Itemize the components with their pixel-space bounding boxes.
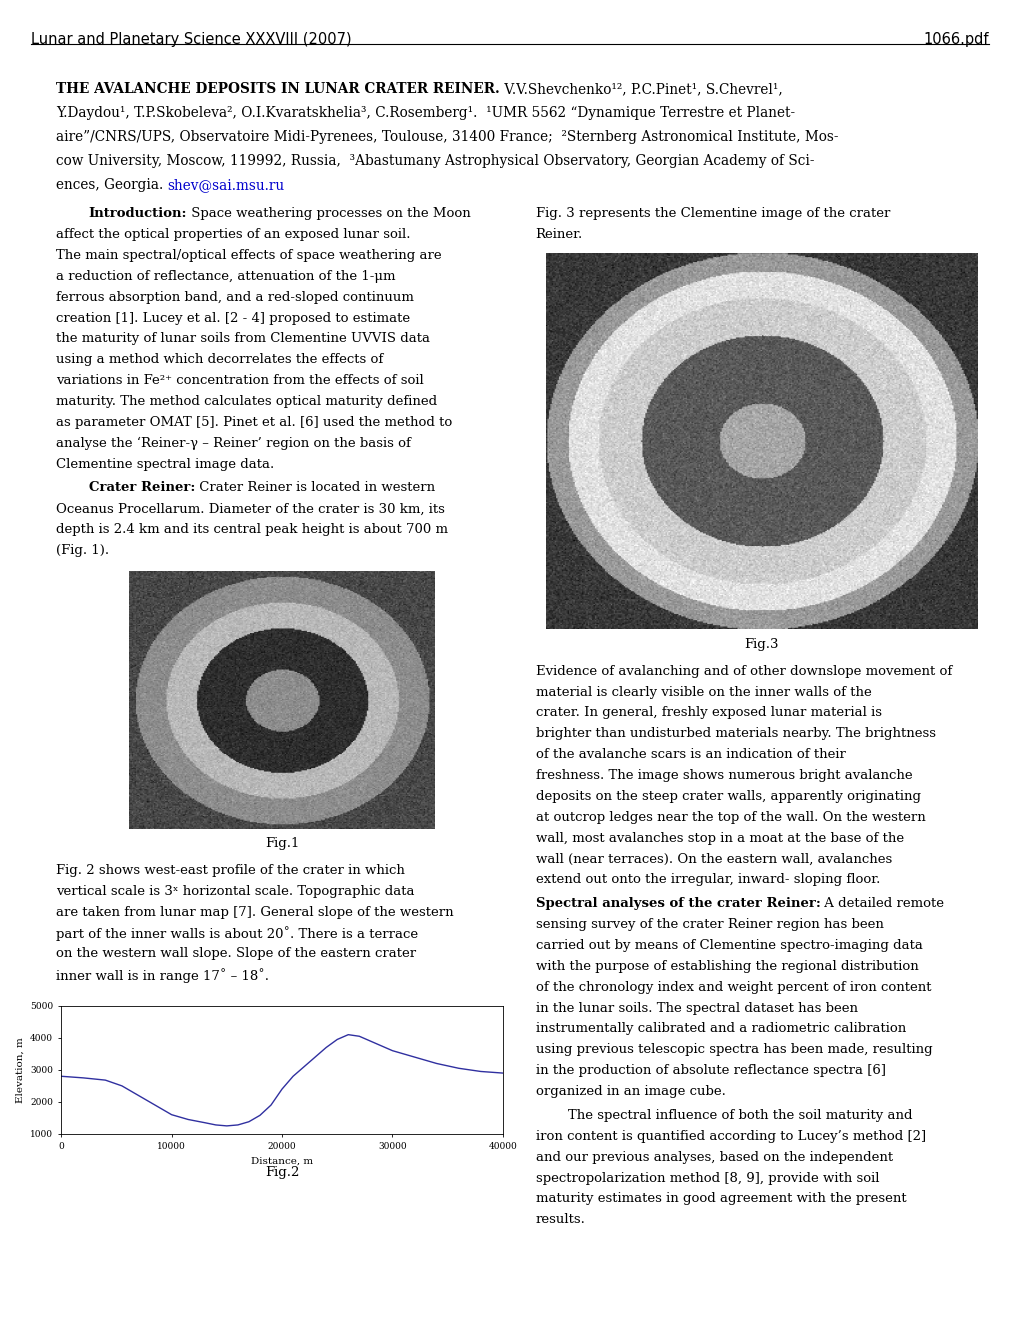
Text: wall, most avalanches stop in a moat at the base of the: wall, most avalanches stop in a moat at … (535, 832, 903, 845)
Text: on the western wall slope. Slope of the eastern crater: on the western wall slope. Slope of the … (56, 948, 416, 961)
Text: V.V.Shevchenko¹², P.C.Pinet¹, S.Chevrel¹,: V.V.Shevchenko¹², P.C.Pinet¹, S.Chevrel¹… (499, 82, 782, 96)
Text: A detailed remote: A detailed remote (819, 898, 944, 911)
Text: Crater Reiner is located in western: Crater Reiner is located in western (195, 482, 435, 495)
Text: sensing survey of the crater Reiner region has been: sensing survey of the crater Reiner regi… (535, 919, 882, 931)
Text: results.: results. (535, 1213, 585, 1226)
Text: deposits on the steep crater walls, apparently originating: deposits on the steep crater walls, appa… (535, 789, 919, 803)
Text: The spectral influence of both the soil maturity and: The spectral influence of both the soil … (568, 1109, 912, 1122)
Text: Fig. 2 shows west-east profile of the crater in which: Fig. 2 shows west-east profile of the cr… (56, 865, 405, 876)
Text: extend out onto the irregular, inward- sloping floor.: extend out onto the irregular, inward- s… (535, 874, 879, 886)
Text: organized in an image cube.: organized in an image cube. (535, 1085, 725, 1098)
Text: inner wall is in range 17˚ – 18˚.: inner wall is in range 17˚ – 18˚. (56, 969, 269, 983)
Text: creation [1]. Lucey et al. [2 - 4] proposed to estimate: creation [1]. Lucey et al. [2 - 4] propo… (56, 312, 410, 325)
Text: Fig.1: Fig.1 (265, 837, 299, 850)
Text: Evidence of avalanching and of other downslope movement of: Evidence of avalanching and of other dow… (535, 665, 951, 677)
Text: ences, Georgia.: ences, Georgia. (56, 178, 167, 191)
Text: The main spectral/optical effects of space weathering are: The main spectral/optical effects of spa… (56, 249, 441, 261)
Text: a reduction of reflectance, attenuation of the 1-μm: a reduction of reflectance, attenuation … (56, 269, 395, 282)
Text: Reiner.: Reiner. (535, 228, 582, 242)
Text: Fig. 3 represents the Clementine image of the crater: Fig. 3 represents the Clementine image o… (535, 207, 889, 220)
Text: depth is 2.4 km and its central peak height is about 700 m: depth is 2.4 km and its central peak hei… (56, 523, 447, 536)
Text: the maturity of lunar soils from Clementine UVVIS data: the maturity of lunar soils from Clement… (56, 333, 430, 346)
Text: THE AVALANCHE DEPOSITS IN LUNAR CRATER REINER.: THE AVALANCHE DEPOSITS IN LUNAR CRATER R… (56, 82, 499, 96)
Text: ferrous absorption band, and a red-sloped continuum: ferrous absorption band, and a red-slope… (56, 290, 414, 304)
Text: maturity estimates in good agreement with the present: maturity estimates in good agreement wit… (535, 1192, 905, 1205)
Text: at outcrop ledges near the top of the wall. On the western: at outcrop ledges near the top of the wa… (535, 810, 924, 824)
Text: Space weathering processes on the Moon: Space weathering processes on the Moon (187, 207, 471, 220)
Text: in the production of absolute reflectance spectra [6]: in the production of absolute reflectanc… (535, 1064, 884, 1077)
Text: and our previous analyses, based on the independent: and our previous analyses, based on the … (535, 1151, 892, 1164)
Y-axis label: Elevation, m: Elevation, m (15, 1038, 24, 1102)
Text: 1066.pdf: 1066.pdf (923, 32, 988, 46)
Text: maturity. The method calculates optical maturity defined: maturity. The method calculates optical … (56, 395, 437, 408)
Text: affect the optical properties of an exposed lunar soil.: affect the optical properties of an expo… (56, 228, 411, 242)
Text: iron content is quantified according to Lucey’s method [2]: iron content is quantified according to … (535, 1130, 924, 1143)
Text: Oceanus Procellarum. Diameter of the crater is 30 km, its: Oceanus Procellarum. Diameter of the cra… (56, 503, 444, 515)
Text: freshness. The image shows numerous bright avalanche: freshness. The image shows numerous brig… (535, 770, 911, 781)
X-axis label: Distance, m: Distance, m (251, 1156, 313, 1166)
Text: shev@sai.msu.ru: shev@sai.msu.ru (167, 178, 284, 191)
Text: Fig.2: Fig.2 (265, 1166, 299, 1179)
Text: are taken from lunar map [7]. General slope of the western: are taken from lunar map [7]. General sl… (56, 906, 453, 919)
Text: Introduction:: Introduction: (89, 207, 187, 220)
Text: (Fig. 1).: (Fig. 1). (56, 544, 109, 557)
Text: instrumentally calibrated and a radiometric calibration: instrumentally calibrated and a radiomet… (535, 1023, 905, 1035)
Text: of the avalanche scars is an indication of their: of the avalanche scars is an indication … (535, 748, 845, 762)
Text: aire”/CNRS/UPS, Observatoire Midi-Pyrenees, Toulouse, 31400 France;  ²Sternberg : aire”/CNRS/UPS, Observatoire Midi-Pyrene… (56, 129, 838, 144)
Text: in the lunar soils. The spectral dataset has been: in the lunar soils. The spectral dataset… (535, 1002, 857, 1015)
Text: crater. In general, freshly exposed lunar material is: crater. In general, freshly exposed luna… (535, 706, 880, 719)
Text: of the chronology index and weight percent of iron content: of the chronology index and weight perce… (535, 981, 930, 994)
Text: using a method which decorrelates the effects of: using a method which decorrelates the ef… (56, 354, 383, 366)
Text: with the purpose of establishing the regional distribution: with the purpose of establishing the reg… (535, 960, 917, 973)
Text: variations in Fe²⁺ concentration from the effects of soil: variations in Fe²⁺ concentration from th… (56, 374, 424, 387)
Text: Y.Daydou¹, T.P.Skobeleva², O.I.Kvaratskhelia³, C.Rosemberg¹.  ¹UMR 5562 “Dynamiq: Y.Daydou¹, T.P.Skobeleva², O.I.Kvaratskh… (56, 106, 795, 120)
Text: Crater Reiner:: Crater Reiner: (89, 482, 195, 495)
Text: Lunar and Planetary Science XXXVIII (2007): Lunar and Planetary Science XXXVIII (200… (31, 32, 351, 46)
Text: carried out by means of Clementine spectro-imaging data: carried out by means of Clementine spect… (535, 939, 921, 952)
Text: using previous telescopic spectra has been made, resulting: using previous telescopic spectra has be… (535, 1043, 931, 1056)
Text: part of the inner walls is about 20˚. There is a terrace: part of the inner walls is about 20˚. Th… (56, 927, 418, 941)
Text: as parameter OMAT [5]. Pinet et al. [6] used the method to: as parameter OMAT [5]. Pinet et al. [6] … (56, 416, 451, 429)
Text: analyse the ‘Reiner-γ – Reiner’ region on the basis of: analyse the ‘Reiner-γ – Reiner’ region o… (56, 437, 411, 450)
Text: brighter than undisturbed materials nearby. The brightness: brighter than undisturbed materials near… (535, 727, 934, 741)
Text: Spectral analyses of the crater Reiner:: Spectral analyses of the crater Reiner: (535, 898, 819, 911)
Text: vertical scale is 3ˣ horizontal scale. Topographic data: vertical scale is 3ˣ horizontal scale. T… (56, 884, 414, 898)
Text: cow University, Moscow, 119992, Russia,  ³Abastumany Astrophysical Observatory, : cow University, Moscow, 119992, Russia, … (56, 154, 814, 168)
Text: material is clearly visible on the inner walls of the: material is clearly visible on the inner… (535, 685, 870, 698)
Text: wall (near terraces). On the eastern wall, avalanches: wall (near terraces). On the eastern wal… (535, 853, 891, 866)
Text: Fig.3: Fig.3 (744, 638, 777, 651)
Text: Clementine spectral image data.: Clementine spectral image data. (56, 458, 274, 470)
Text: spectropolarization method [8, 9], provide with soil: spectropolarization method [8, 9], provi… (535, 1172, 878, 1184)
